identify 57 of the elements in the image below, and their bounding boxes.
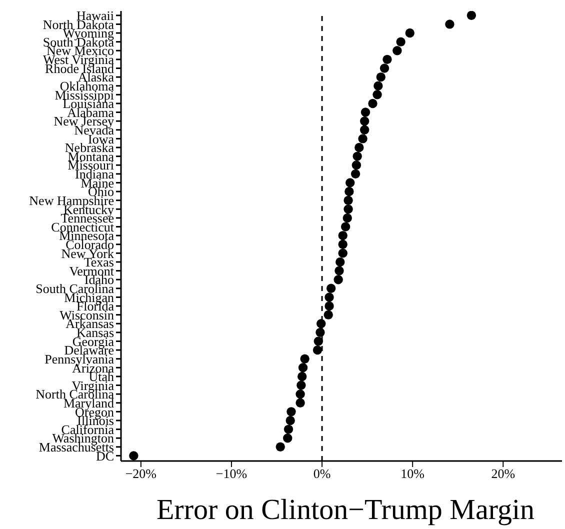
point	[392, 46, 402, 56]
point	[300, 354, 310, 364]
point	[396, 37, 406, 46]
point	[358, 134, 368, 144]
point	[298, 372, 307, 382]
point	[405, 28, 414, 38]
point	[360, 116, 370, 126]
point	[316, 328, 325, 338]
point	[296, 389, 305, 399]
point	[298, 363, 308, 372]
point	[284, 424, 294, 434]
point	[346, 178, 355, 188]
x-tick-label: −10%	[216, 466, 248, 482]
point	[129, 451, 138, 460]
point	[324, 310, 333, 320]
point	[466, 11, 476, 20]
point	[312, 345, 322, 355]
point	[286, 416, 295, 426]
point	[368, 98, 378, 108]
point	[338, 230, 348, 240]
point	[314, 336, 324, 346]
point	[376, 72, 386, 82]
point	[316, 319, 326, 328]
point	[334, 274, 343, 284]
point	[334, 266, 344, 276]
point	[350, 169, 360, 179]
x-tick-label: 20%	[491, 466, 516, 482]
point	[445, 20, 454, 29]
point	[342, 213, 352, 223]
point	[296, 398, 305, 408]
point	[360, 108, 370, 117]
point	[276, 442, 285, 452]
point	[324, 292, 334, 302]
point	[354, 142, 364, 152]
x-axis-title: Error on Clinton−Trump Margin	[156, 494, 536, 526]
point	[338, 240, 348, 249]
point	[372, 90, 382, 100]
point	[360, 125, 370, 134]
point	[336, 257, 345, 267]
point	[324, 301, 334, 311]
point	[344, 196, 353, 205]
point	[380, 64, 390, 73]
point	[286, 407, 296, 416]
point	[382, 54, 392, 64]
point	[344, 186, 354, 196]
x-tick-label: −20%	[125, 466, 157, 482]
point	[283, 434, 292, 443]
point	[326, 284, 336, 293]
point	[352, 160, 362, 170]
point	[374, 81, 383, 90]
x-tick-label: 10%	[400, 466, 425, 482]
point	[338, 248, 348, 258]
point	[296, 380, 306, 390]
point	[340, 222, 350, 232]
x-tick-label: 0%	[313, 466, 331, 482]
point	[352, 152, 362, 161]
point	[344, 204, 353, 214]
